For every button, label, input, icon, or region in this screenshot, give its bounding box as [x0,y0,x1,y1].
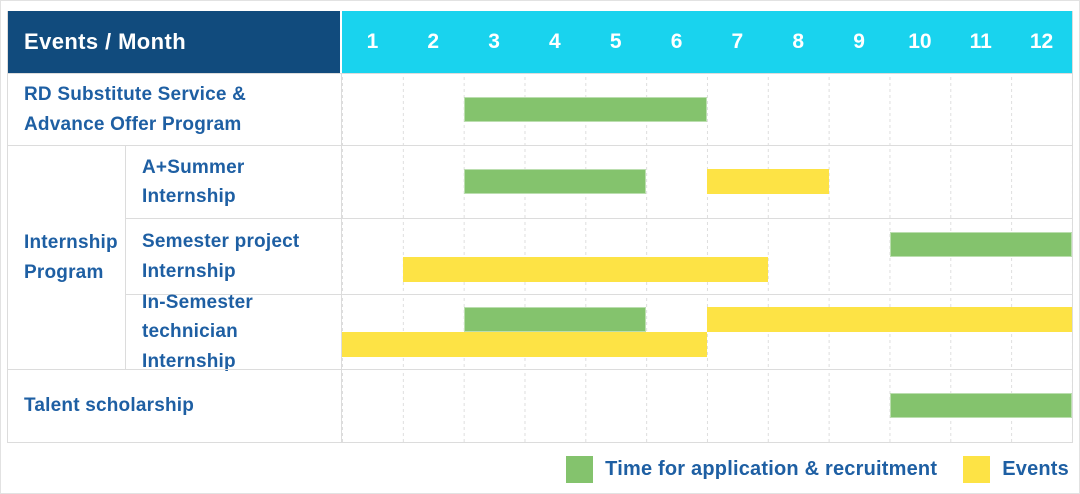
gantt-bar-application-m10-m12 [889,231,1072,257]
gantt-bar-application-m3-m5 [463,169,647,194]
month-header-5: 5 [609,30,622,53]
gantt-bar-application-m3-m5 [463,307,647,332]
legend-label-events: Events [1002,457,1069,480]
row-chart-rd-substitute [342,73,1072,145]
row-label-a-plus-summer: A+Summer Internship [126,145,342,218]
row-chart-in-semester-technician [342,294,1072,369]
legend-item-application: Time for application & recruitment [566,455,938,483]
month-header-12: 12 [1029,30,1054,53]
row-label-rd-substitute: RD Substitute Service & Advance Offer Pr… [8,73,342,145]
gantt-bar-application-m10-m12 [889,393,1072,418]
month-header-3: 3 [488,30,500,53]
group-label-internship-program: Internship Program [8,145,126,369]
month-header-10: 10 [908,30,932,53]
legend-label-application: Time for application & recruitment [605,457,938,480]
legend: Time for application & recruitment Event… [566,453,1069,485]
month-header-4: 4 [549,30,561,53]
row-label-in-semester-technician: In-Semester technician Internship [126,292,342,372]
month-header-row: 1 2 3 4 5 6 7 8 9 10 11 12 [342,11,1072,73]
legend-item-events: Events [963,455,1069,483]
row-chart-a-plus-summer [342,145,1072,218]
month-header-2: 2 [427,30,440,53]
row-label-talent-scholarship: Talent scholarship [8,369,342,442]
gantt-bar-events-m1-m6 [342,332,707,357]
month-header-11: 11 [969,30,992,53]
month-header-9: 9 [853,30,865,53]
row-chart-semester-project [342,218,1072,294]
table-header-events-month: Events / Month [8,11,342,73]
gantt-bar-events-m7-m12 [707,307,1072,332]
gantt-bar-events-m7-m8 [707,169,829,194]
row-label-semester-project: Semester project Internship [126,218,342,294]
month-header-1: 1 [366,30,379,53]
events-month-table: Events / Month 1 2 3 4 5 6 7 8 9 10 11 12 RD Substi… [7,11,1073,443]
green-swatch-icon [566,455,594,483]
row-chart-talent-scholarship [342,369,1072,442]
month-header-7: 7 [731,30,744,53]
gantt-bar-events-m2-m7 [402,256,768,282]
month-header-6: 6 [670,30,683,53]
gantt-bar-application-m3-m6 [463,96,707,122]
month-header-8: 8 [792,30,805,53]
yellow-swatch-icon [963,455,991,483]
